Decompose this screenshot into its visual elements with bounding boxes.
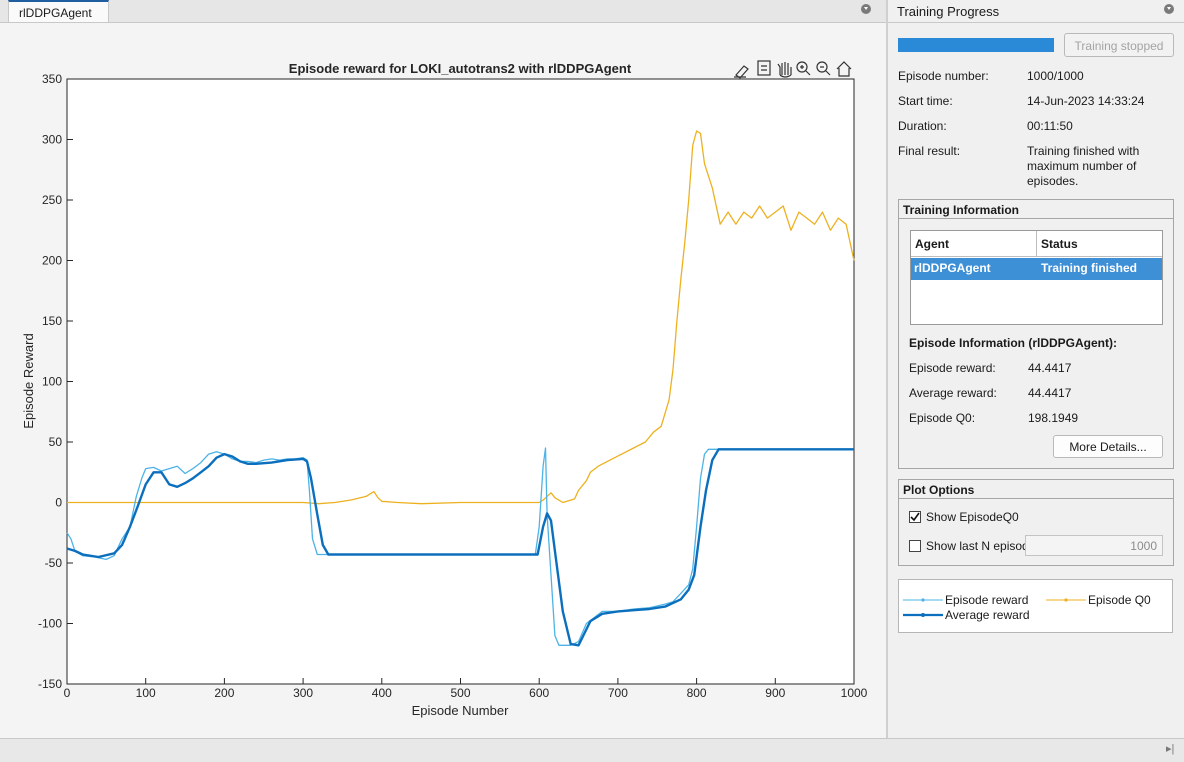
datatip-icon[interactable] [757,60,771,76]
training-progress-header: Training Progress [888,0,1184,23]
episode-q0-line [67,130,855,505]
zoom-in-icon[interactable] [796,61,811,76]
y-tick-label: -100 [38,617,62,631]
show-last-n-label: Show last N episodes [926,539,1042,553]
legend-swatch-episode-reward [903,598,943,602]
y-tick-label: 100 [42,375,62,389]
y-tick-label: 200 [42,254,62,268]
show-q0-label: Show EpisodeQ0 [926,510,1019,524]
duration-label: Duration: [898,119,947,133]
zoom-out-icon[interactable] [816,61,831,76]
x-tick-label: 900 [765,686,785,700]
show-last-n-checkbox[interactable] [909,540,921,552]
y-tick-label: 0 [55,496,62,510]
training-information-group: Training Information [898,199,1174,469]
last-n-input[interactable]: 1000 [1025,535,1163,556]
x-tick-label: 400 [372,686,392,700]
axes-toolbar [734,60,852,79]
row-status: Training finished [1041,261,1138,275]
start-time-label: Start time: [898,94,953,108]
x-tick-label: 700 [608,686,628,700]
stop-training-button[interactable]: Training stopped [1064,33,1174,57]
final-result-line-3: episodes. [1027,174,1079,188]
tab-rlddpgagent[interactable]: rlDDPGAgent [8,0,109,22]
legend-episode-reward: Episode reward [945,593,1029,607]
plot-title: Episode reward for LOKI_autotrans2 with … [289,61,632,76]
home-icon[interactable] [836,61,852,77]
x-axis-label: Episode Number [412,703,509,718]
plot-options-title: Plot Options [899,480,1173,499]
average-reward-label: Average reward: [909,386,997,400]
reward-plot: Episode reward for LOKI_autotrans2 with … [21,60,868,718]
panel-title: Training Progress [897,4,1000,19]
episode-q0-label: Episode Q0: [909,411,976,425]
y-tick-label: 300 [42,133,62,147]
table-row[interactable]: rlDDPGAgent Training finished [911,258,1162,280]
y-tick-label: -50 [45,556,63,570]
pan-icon[interactable] [777,62,792,78]
legend-episode-q0: Episode Q0 [1088,593,1151,607]
document-tab-bar: rlDDPGAgent [0,0,887,23]
final-result-line-2: maximum number of [1027,159,1137,173]
pane-divider[interactable] [886,0,888,761]
x-tick-label: 300 [293,686,313,700]
legend-swatch-average-reward [903,613,943,617]
x-tick-label: 800 [687,686,707,700]
episode-number-value: 1000/1000 [1027,69,1084,83]
legend-swatches [903,598,1086,617]
plot-pane: Episode reward for LOKI_autotrans2 with … [0,23,887,738]
x-tick-label: 100 [136,686,156,700]
x-tick-label: 500 [450,686,470,700]
legend-average-reward: Average reward [945,608,1030,622]
collapse-panel-icon[interactable]: ▸| [1166,743,1175,755]
average-reward-line [66,448,854,647]
agent-status-table: Agent Status rlDDPGAgent Training finish… [910,230,1163,325]
final-result-line-1: Training finished with [1027,144,1140,158]
status-bar: ▸| [0,738,1184,762]
x-tick-label: 600 [529,686,549,700]
episode-information-title: Episode Information (rlDDPGAgent): [909,336,1117,350]
show-q0-checkbox[interactable] [909,511,921,523]
more-details-button[interactable]: More Details... [1053,435,1163,458]
series-lines [66,130,855,647]
episode-reward-value: 44.4417 [1028,361,1072,375]
y-tick-label: 50 [49,435,63,449]
episode-reward-label: Episode reward: [909,361,996,375]
row-agent: rlDDPGAgent [914,261,991,275]
x-tick-label: 0 [64,686,71,700]
y-axis-label: Episode Reward [21,333,36,428]
start-time-value: 14-Jun-2023 14:33:24 [1027,94,1145,108]
column-header-agent[interactable]: Agent [911,231,1037,257]
legend-swatch-episode-q0 [1046,598,1086,602]
tab-label: rlDDPGAgent [19,6,92,20]
legend: Episode reward Episode Q0 Average reward [898,579,1173,633]
y-tick-label: 350 [42,72,62,86]
chevron-down-icon[interactable] [861,4,871,14]
training-information-title: Training Information [899,200,1173,219]
y-tick-label: 150 [42,314,62,328]
chevron-down-icon[interactable] [1164,4,1174,14]
episode-reward-line [66,447,854,646]
episode-number-label: Episode number: [898,69,989,83]
axes-box [66,78,855,685]
plot-options-group: Plot Options [898,479,1174,566]
y-tick-label: -150 [38,677,62,691]
final-result-label: Final result: [898,144,961,158]
average-reward-value: 44.4417 [1028,386,1072,400]
x-ticks: 0 100 200 300 400 500 600 700 800 900 1000 [64,678,868,700]
progress-bar [898,38,1054,52]
y-tick-label: 250 [42,193,62,207]
column-header-status[interactable]: Status [1037,231,1162,257]
brush-icon[interactable] [734,65,749,79]
duration-value: 00:11:50 [1027,119,1073,133]
y-ticks: -150 -100 -50 0 50 100 150 200 250 300 350 [38,72,73,691]
x-tick-label: 1000 [841,686,868,700]
x-tick-label: 200 [214,686,234,700]
episode-q0-value: 198.1949 [1028,411,1079,425]
